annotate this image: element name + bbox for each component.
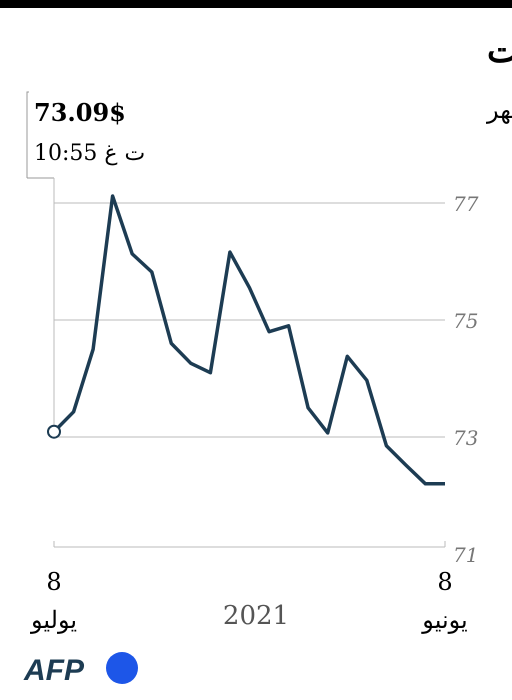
x-month-label: يونيو xyxy=(421,606,467,634)
y-tick-label: 75 xyxy=(453,309,478,333)
top-bar xyxy=(0,0,512,8)
last-point xyxy=(47,424,61,439)
y-tick-label: 73 xyxy=(453,426,478,450)
chart-title: سعر برميل نفط برنت xyxy=(487,31,512,71)
x-tick-label: 8 xyxy=(437,568,452,596)
chart-subtitle: على مدى شهر xyxy=(486,96,512,124)
y-tick-label: 71 xyxy=(453,543,478,567)
x-axis-label: 2021 xyxy=(223,601,289,631)
tooltip-box xyxy=(26,91,29,178)
x-month-label: يوليو xyxy=(30,606,77,634)
y-tick-label: 77 xyxy=(453,192,479,216)
tooltip-time: 10:55 ت غ xyxy=(34,141,145,166)
line-series xyxy=(52,194,445,486)
source-logo: AFP xyxy=(23,654,85,687)
tooltip-value: 73.09$ xyxy=(34,98,126,127)
logo-dot xyxy=(106,652,138,684)
x-tick-label: 8 xyxy=(46,568,61,596)
